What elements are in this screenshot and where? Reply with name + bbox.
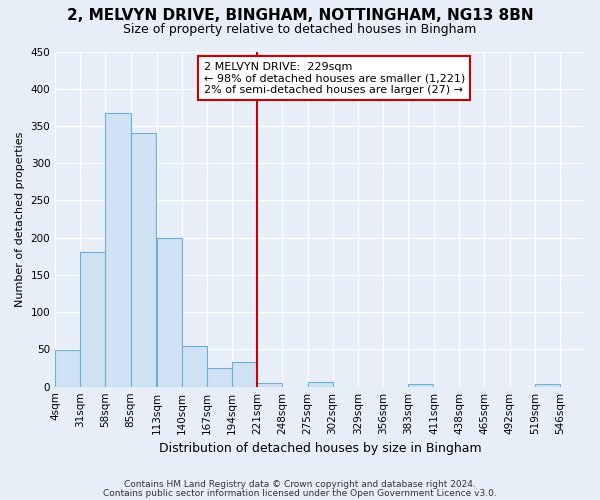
Bar (308, 382, 332, 386)
Bar (106, 114, 131, 386)
Bar (131, 134, 156, 386)
Bar (207, 368, 232, 386)
Y-axis label: Number of detached properties: Number of detached properties (15, 132, 25, 307)
Bar (182, 346, 207, 387)
X-axis label: Distribution of detached houses by size in Bingham: Distribution of detached houses by size … (159, 442, 481, 455)
Text: 2, MELVYN DRIVE, BINGHAM, NOTTINGHAM, NG13 8BN: 2, MELVYN DRIVE, BINGHAM, NOTTINGHAM, NG… (67, 8, 533, 22)
Bar (257, 383, 283, 386)
Text: Contains HM Land Registry data © Crown copyright and database right 2024.: Contains HM Land Registry data © Crown c… (124, 480, 476, 489)
Text: Size of property relative to detached houses in Bingham: Size of property relative to detached ho… (124, 22, 476, 36)
Bar (232, 362, 257, 386)
Bar (55, 350, 80, 387)
Bar (80, 252, 106, 386)
Bar (157, 238, 182, 386)
Text: 2 MELVYN DRIVE:  229sqm
← 98% of detached houses are smaller (1,221)
2% of semi-: 2 MELVYN DRIVE: 229sqm ← 98% of detached… (203, 62, 465, 95)
Text: Contains public sector information licensed under the Open Government Licence v3: Contains public sector information licen… (103, 489, 497, 498)
Bar (408, 384, 433, 386)
Bar (535, 384, 560, 386)
